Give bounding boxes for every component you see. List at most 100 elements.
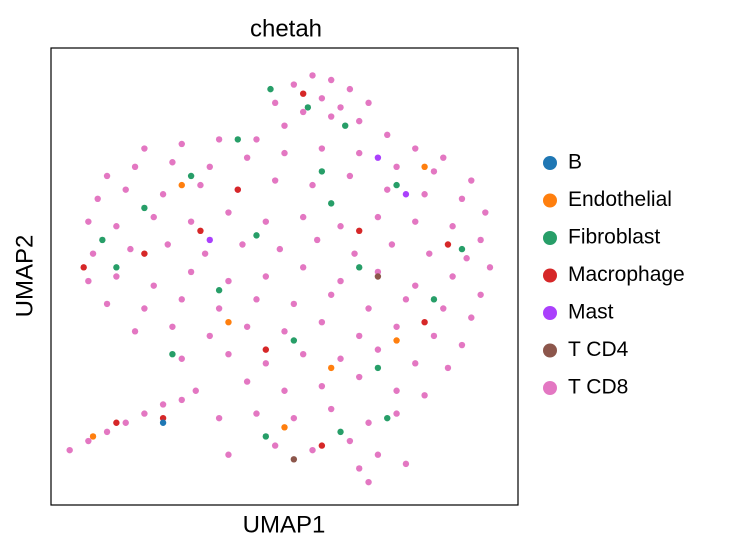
point xyxy=(328,200,335,207)
point xyxy=(449,273,456,280)
point xyxy=(356,149,363,157)
point xyxy=(463,255,470,262)
point xyxy=(388,241,396,248)
legend-marker xyxy=(543,306,557,320)
point xyxy=(113,223,120,230)
x-axis-label: UMAP1 xyxy=(243,511,326,538)
point xyxy=(206,236,213,244)
point xyxy=(374,364,382,372)
legend-marker xyxy=(543,381,557,395)
point xyxy=(113,419,120,426)
point xyxy=(393,181,400,189)
point xyxy=(113,273,120,280)
point xyxy=(365,305,372,312)
point xyxy=(178,140,185,148)
point xyxy=(430,296,438,303)
point xyxy=(243,154,251,161)
point xyxy=(281,387,288,394)
point xyxy=(402,296,410,303)
point xyxy=(374,273,382,280)
point xyxy=(103,428,111,436)
point xyxy=(384,131,391,139)
point xyxy=(430,332,438,340)
point xyxy=(253,136,260,143)
point xyxy=(444,241,452,248)
point xyxy=(328,364,335,372)
legend-label: Fibroblast xyxy=(568,226,660,249)
point xyxy=(449,223,456,230)
point xyxy=(337,428,344,436)
point xyxy=(346,85,354,93)
point xyxy=(253,296,260,303)
point xyxy=(328,291,335,298)
point xyxy=(225,451,232,458)
point xyxy=(290,81,298,88)
point xyxy=(192,387,199,394)
point xyxy=(159,191,167,198)
point xyxy=(458,245,466,253)
point xyxy=(356,332,363,340)
point xyxy=(141,305,148,312)
point xyxy=(239,241,246,248)
point xyxy=(356,227,363,234)
point xyxy=(262,273,270,280)
point xyxy=(477,291,484,298)
point xyxy=(178,396,185,404)
point xyxy=(299,350,307,358)
point xyxy=(313,236,321,244)
point xyxy=(85,277,92,285)
point xyxy=(337,277,344,285)
point xyxy=(468,177,475,184)
point xyxy=(243,323,251,330)
point xyxy=(346,172,354,180)
point xyxy=(215,136,223,143)
point xyxy=(206,332,213,340)
point xyxy=(393,410,400,417)
point xyxy=(482,209,489,216)
point xyxy=(225,277,232,285)
point xyxy=(94,195,101,203)
legend-marker xyxy=(543,193,557,208)
point xyxy=(262,218,270,225)
point xyxy=(290,300,298,308)
legend-label: Macrophage xyxy=(568,263,685,286)
point xyxy=(197,181,204,189)
point xyxy=(169,159,176,166)
point xyxy=(131,328,139,335)
point xyxy=(374,346,382,353)
point xyxy=(402,460,410,468)
points xyxy=(66,72,494,486)
point xyxy=(243,378,251,385)
point xyxy=(421,319,428,326)
point xyxy=(337,104,344,111)
point xyxy=(318,319,326,326)
point xyxy=(225,209,232,216)
point xyxy=(253,232,260,239)
point xyxy=(164,241,171,248)
point xyxy=(421,392,428,399)
point xyxy=(421,163,428,171)
point xyxy=(66,446,73,454)
point xyxy=(159,414,167,422)
point xyxy=(215,305,223,312)
point xyxy=(318,95,326,102)
point xyxy=(113,264,120,271)
point xyxy=(178,296,185,303)
point xyxy=(127,245,134,253)
point xyxy=(393,337,400,344)
point xyxy=(440,154,447,161)
legend: B Endothelial Fibroblast Macrophage Mast T CD… xyxy=(543,151,685,399)
point xyxy=(103,300,111,308)
point xyxy=(430,168,438,175)
point xyxy=(384,414,391,422)
point xyxy=(267,85,274,93)
point xyxy=(85,218,92,225)
point xyxy=(477,236,484,244)
point xyxy=(426,250,433,257)
point xyxy=(206,163,213,171)
point xyxy=(122,186,129,193)
point xyxy=(356,117,363,125)
point xyxy=(225,350,232,358)
point xyxy=(262,433,270,440)
